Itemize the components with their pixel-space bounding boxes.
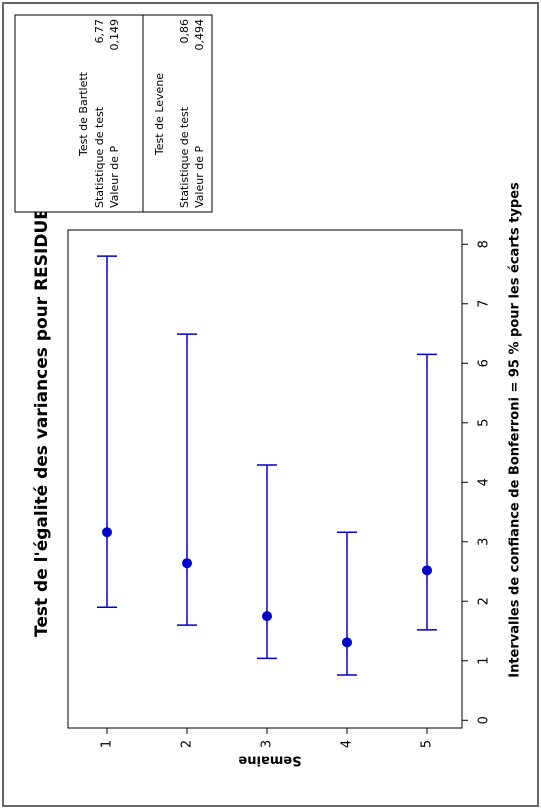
point	[342, 637, 352, 648]
x-tick-label: 8	[477, 240, 492, 248]
y-axis-label: Semaine	[238, 753, 301, 768]
y-tick-label: 2	[180, 740, 195, 748]
stats-value: 0,86	[178, 19, 191, 44]
chart-title: Test de l'égalité des variances pour RES…	[32, 163, 52, 637]
stats-value: 0,494	[193, 19, 206, 51]
stats-title: Test de Bartlett	[77, 71, 90, 157]
point	[102, 527, 112, 538]
plot-frame	[67, 229, 463, 729]
x-tick-label: 0	[477, 716, 492, 724]
y-tick-label: 5	[420, 740, 435, 748]
point	[262, 611, 272, 622]
x-tick-label: 1	[477, 657, 492, 665]
x-tick-label: 3	[477, 538, 492, 546]
x-axis-label: Intervalles de confiance de Bonferroni =…	[508, 182, 523, 678]
stats-label: Statistique de test	[178, 106, 191, 208]
stats-title: Test de Levene	[153, 73, 166, 156]
stats-label: Valeur de P	[108, 146, 121, 208]
stats-label: Valeur de P	[193, 146, 206, 208]
stats-value: 6,77	[93, 19, 106, 44]
stats-value: 0,149	[108, 19, 121, 51]
point	[182, 558, 192, 569]
y-tick-label: 3	[260, 740, 275, 748]
x-tick-label: 7	[477, 300, 492, 308]
stats-box	[14, 14, 213, 213]
point	[422, 565, 432, 576]
x-tick-label: 4	[477, 478, 492, 486]
x-tick-label: 6	[477, 359, 492, 367]
stats-label: Statistique de test	[93, 106, 106, 208]
rotated-chart: Test de l'égalité des variances pour RES…	[14, 14, 523, 768]
x-tick-label: 5	[477, 419, 492, 427]
x-tick-label: 2	[477, 597, 492, 605]
y-tick-label: 1	[100, 740, 115, 748]
y-tick-label: 4	[340, 740, 355, 748]
